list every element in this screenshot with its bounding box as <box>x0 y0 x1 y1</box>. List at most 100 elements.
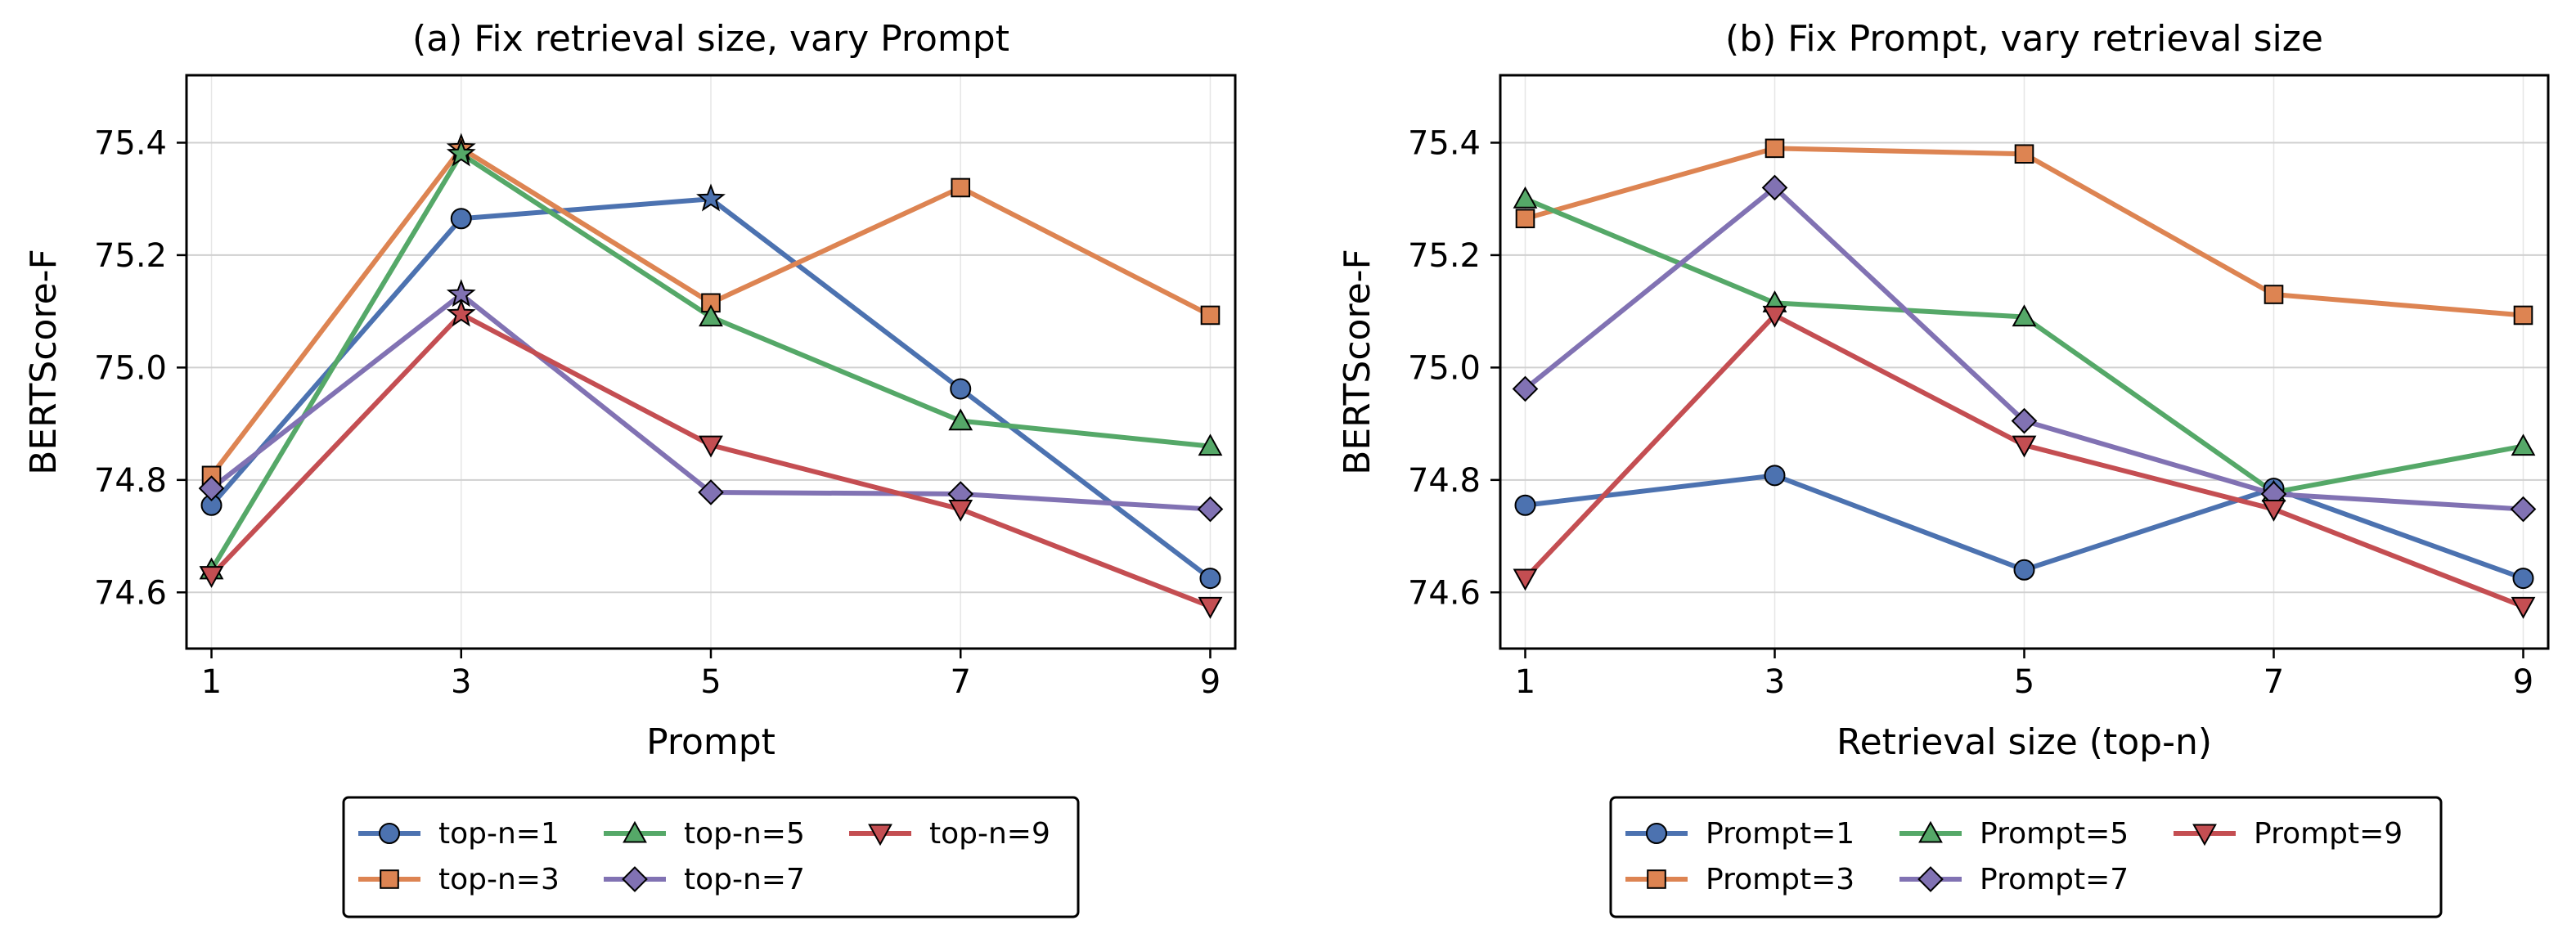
data-point <box>698 479 724 505</box>
x-tick-label: 5 <box>700 663 721 701</box>
data-point <box>1764 465 1786 487</box>
data-point <box>1513 568 1538 591</box>
y-axis-label: BERTScore-F <box>1337 249 1378 475</box>
x-axis-label: Retrieval size (top-n) <box>1836 721 2212 763</box>
legend-marker <box>2192 824 2217 846</box>
data-point <box>1515 209 1535 229</box>
legend-marker <box>379 823 400 844</box>
legend-item: Prompt=9 <box>2174 817 2403 851</box>
y-tick-label: 74.6 <box>94 574 167 612</box>
legend-label: top-n=5 <box>684 817 805 851</box>
data-point <box>1765 138 1785 159</box>
data-point <box>199 566 224 588</box>
x-tick-label: 1 <box>1515 663 1535 701</box>
legend-frame <box>1609 796 2443 918</box>
legend-item: top-n=3 <box>358 863 560 896</box>
x-tick-label: 7 <box>951 663 971 701</box>
legend-item: top-n=1 <box>358 817 560 851</box>
legend-item: Prompt=7 <box>1899 863 2129 896</box>
data-point <box>1761 174 1788 201</box>
legend-label: top-n=1 <box>438 817 560 851</box>
best-point-star <box>696 183 726 212</box>
x-tick-label: 9 <box>1200 663 1221 701</box>
y-axis-label: BERTScore-F <box>23 249 65 475</box>
data-point <box>1762 305 1787 328</box>
x-tick-label: 5 <box>2014 663 2034 701</box>
data-point <box>1514 494 1536 516</box>
legend-marker <box>622 866 648 892</box>
y-tick-label: 75.2 <box>94 237 167 275</box>
data-point <box>951 177 971 198</box>
data-point <box>2011 407 2038 434</box>
legend-item: top-n=5 <box>604 817 805 851</box>
x-tick-label: 1 <box>201 663 222 701</box>
chart-title: (a) Fix retrieval size, vary Prompt <box>412 18 1009 60</box>
data-point <box>2013 559 2035 581</box>
legend-label: top-n=9 <box>929 817 1050 851</box>
data-point <box>1198 596 1223 619</box>
legend-label: Prompt=1 <box>1706 817 1854 851</box>
data-point <box>450 208 472 230</box>
legend-label: Prompt=9 <box>2254 817 2403 851</box>
data-point <box>950 378 972 400</box>
chart-title: (b) Fix Prompt, vary retrieval size <box>1725 18 2323 60</box>
data-point <box>2014 144 2034 164</box>
chart-panel-a: 1 3 5 7 9 74.6 74.8 75.0 75.2 75.4 (a) Fix retriev… <box>23 18 1237 918</box>
y-tick-label: 74.8 <box>1408 462 1481 500</box>
legend-item: top-n=7 <box>604 863 805 896</box>
legend-label: top-n=3 <box>438 863 560 896</box>
x-tick-label: 9 <box>2513 663 2533 701</box>
data-point <box>198 475 225 501</box>
data-point <box>2511 596 2536 619</box>
legend-frame <box>342 796 1080 918</box>
data-point <box>2510 496 2537 523</box>
chart-panel-b: 1 3 5 7 9 74.6 74.8 75.0 75.2 75.4 (b) Fix Prompt,… <box>1337 18 2550 918</box>
y-tick-label: 75.2 <box>1408 237 1481 275</box>
data-point <box>1513 186 1538 209</box>
data-point <box>2512 568 2534 590</box>
best-point-star <box>446 299 476 327</box>
legend-item: Prompt=1 <box>1625 817 1854 851</box>
legend-label: Prompt=5 <box>1980 817 2129 851</box>
data-point <box>1198 433 1223 456</box>
legend-marker <box>380 869 399 889</box>
legend-marker <box>868 824 892 846</box>
data-point <box>2261 500 2286 522</box>
y-tick-label: 75.4 <box>94 124 167 162</box>
y-tick-label: 75.0 <box>1408 349 1481 387</box>
data-point <box>2513 305 2533 326</box>
legend-marker <box>1647 869 1666 889</box>
legend-label: Prompt=3 <box>1706 863 1854 896</box>
x-axis-label: Prompt <box>646 721 775 763</box>
legend-marker <box>1646 823 1667 844</box>
data-point <box>948 500 973 522</box>
data-point <box>2264 285 2284 304</box>
data-point <box>1512 375 1539 402</box>
legend-marker <box>1917 866 1944 892</box>
legend: Prompt=1 Prompt=3 Prompt=5 Prompt=7 Prompt=9 <box>1609 796 2443 918</box>
legend-item: Prompt=3 <box>1625 863 1854 896</box>
legend-item: top-n=9 <box>849 817 1050 851</box>
x-tick-label: 3 <box>1765 663 1785 701</box>
y-tick-label: 74.8 <box>94 462 167 500</box>
legend-marker <box>623 820 647 843</box>
best-point-star <box>446 138 476 167</box>
legend-item: Prompt=5 <box>1899 817 2129 851</box>
data-point <box>699 435 723 458</box>
legend-marker <box>1918 820 1943 843</box>
data-point <box>1200 305 1221 326</box>
y-tick-label: 75.4 <box>1408 124 1481 162</box>
y-tick-label: 75.0 <box>94 349 167 387</box>
data-point <box>948 408 973 431</box>
legend-label: Prompt=7 <box>1980 863 2129 896</box>
legend-label: top-n=7 <box>684 863 805 896</box>
x-tick-label: 7 <box>2264 663 2284 701</box>
data-point <box>2511 433 2536 456</box>
data-point <box>699 304 723 327</box>
y-tick-label: 74.6 <box>1408 574 1481 612</box>
data-point <box>1199 568 1221 590</box>
x-tick-label: 3 <box>451 663 471 701</box>
data-point <box>2012 435 2037 458</box>
data-point <box>1197 496 1224 523</box>
